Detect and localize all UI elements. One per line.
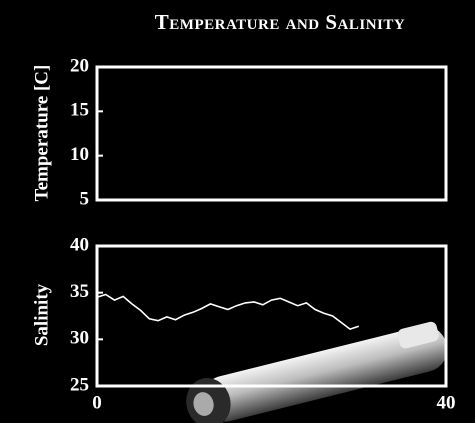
plot-frame bbox=[95, 65, 448, 202]
y-axis-label: Temperature [C] bbox=[31, 65, 52, 202]
y-tick-label: 35 bbox=[70, 281, 89, 302]
salinity-line bbox=[96, 293, 360, 330]
y-tick-label: 30 bbox=[70, 328, 89, 349]
y-tick-label: 40 bbox=[70, 234, 89, 255]
plot-frame bbox=[95, 244, 448, 388]
y-tick-label: 20 bbox=[70, 55, 89, 76]
glider-image bbox=[186, 321, 448, 423]
y-tick-label: 10 bbox=[70, 144, 89, 165]
x-tick-label: 40 bbox=[437, 392, 456, 413]
y-tick-label: 15 bbox=[70, 100, 89, 121]
x-tick-label: 0 bbox=[92, 392, 102, 413]
y-axis-label: Salinity bbox=[31, 283, 52, 346]
y-tick-label: 5 bbox=[80, 188, 90, 209]
y-tick-label: 25 bbox=[70, 374, 89, 395]
chart-title: Temperature and Salinity bbox=[155, 10, 405, 34]
